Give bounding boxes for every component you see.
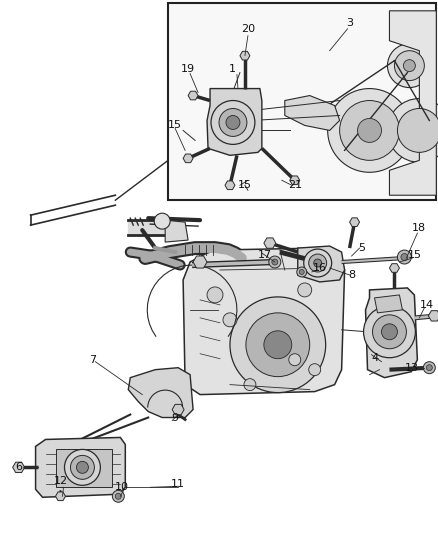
Polygon shape <box>183 154 193 163</box>
Polygon shape <box>263 238 275 248</box>
Circle shape <box>299 270 304 274</box>
Text: 15: 15 <box>168 120 182 131</box>
Text: 9: 9 <box>171 413 178 423</box>
Circle shape <box>71 455 94 479</box>
Polygon shape <box>224 181 234 190</box>
Circle shape <box>296 267 306 277</box>
Text: 7: 7 <box>88 354 96 365</box>
Circle shape <box>154 213 170 229</box>
Polygon shape <box>289 176 299 184</box>
Text: 12: 12 <box>53 477 67 486</box>
Circle shape <box>339 101 399 160</box>
Circle shape <box>357 118 381 142</box>
Circle shape <box>115 493 121 499</box>
Text: 17: 17 <box>257 250 271 260</box>
Circle shape <box>245 313 309 377</box>
Polygon shape <box>389 11 435 195</box>
Polygon shape <box>240 51 249 60</box>
Circle shape <box>381 324 396 340</box>
Circle shape <box>288 354 300 366</box>
Circle shape <box>396 250 410 264</box>
Polygon shape <box>172 405 184 415</box>
Polygon shape <box>55 449 112 487</box>
Circle shape <box>308 254 326 272</box>
Circle shape <box>207 287 223 303</box>
Circle shape <box>112 490 124 502</box>
Polygon shape <box>297 246 344 282</box>
Text: 14: 14 <box>419 300 434 310</box>
Polygon shape <box>55 492 65 500</box>
Circle shape <box>268 256 280 268</box>
Text: 3: 3 <box>345 18 352 28</box>
Polygon shape <box>349 218 359 227</box>
Text: 6: 6 <box>15 462 22 472</box>
Circle shape <box>211 101 254 144</box>
Circle shape <box>244 378 255 391</box>
Text: 13: 13 <box>403 362 417 373</box>
Circle shape <box>403 60 414 71</box>
Circle shape <box>387 44 431 87</box>
Polygon shape <box>187 91 198 100</box>
Circle shape <box>271 259 277 265</box>
Polygon shape <box>427 311 438 321</box>
Text: 8: 8 <box>347 270 354 280</box>
Polygon shape <box>13 462 25 473</box>
Circle shape <box>313 259 321 267</box>
Text: 19: 19 <box>180 63 195 74</box>
Text: 15: 15 <box>406 250 420 260</box>
Circle shape <box>425 365 431 370</box>
Circle shape <box>327 88 410 172</box>
Text: 21: 21 <box>287 180 301 190</box>
Circle shape <box>372 315 406 349</box>
Polygon shape <box>207 88 261 155</box>
Text: 18: 18 <box>411 223 425 233</box>
Circle shape <box>396 109 438 152</box>
Text: 11: 11 <box>171 479 185 489</box>
Circle shape <box>363 306 414 358</box>
Circle shape <box>263 331 291 359</box>
Polygon shape <box>389 264 399 272</box>
Circle shape <box>394 51 424 80</box>
Bar <box>168 3 435 200</box>
Polygon shape <box>128 368 193 417</box>
Polygon shape <box>35 438 125 497</box>
Text: 4: 4 <box>370 353 377 363</box>
Circle shape <box>297 283 311 297</box>
Circle shape <box>76 462 88 473</box>
Polygon shape <box>365 288 417 378</box>
Text: 1: 1 <box>228 63 235 74</box>
Circle shape <box>400 254 407 261</box>
Text: 15: 15 <box>237 180 251 190</box>
Circle shape <box>219 109 246 136</box>
Circle shape <box>303 249 331 277</box>
Circle shape <box>226 116 240 130</box>
Circle shape <box>387 99 438 163</box>
Text: 20: 20 <box>240 24 254 34</box>
Circle shape <box>230 297 325 393</box>
Text: 5: 5 <box>357 243 364 253</box>
Polygon shape <box>183 248 344 394</box>
Circle shape <box>223 313 237 327</box>
Polygon shape <box>193 256 207 268</box>
Circle shape <box>422 362 434 374</box>
Polygon shape <box>374 295 402 313</box>
Polygon shape <box>284 95 339 131</box>
Polygon shape <box>165 220 187 242</box>
Text: 10: 10 <box>115 482 129 492</box>
Text: 16: 16 <box>312 263 326 273</box>
Circle shape <box>308 364 320 376</box>
Circle shape <box>64 449 100 486</box>
